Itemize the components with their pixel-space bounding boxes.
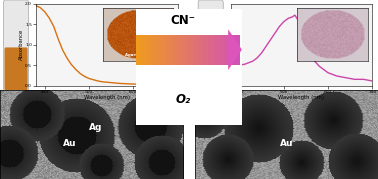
Y-axis label: Absorbance: Absorbance [214,29,218,60]
Text: Au: Au [64,139,77,148]
FancyBboxPatch shape [3,0,29,91]
Text: O₂: O₂ [175,93,190,106]
FancyBboxPatch shape [199,47,222,90]
X-axis label: Wavelength (nm): Wavelength (nm) [84,95,130,100]
Text: Ag: Ag [89,123,102,132]
FancyBboxPatch shape [5,47,28,90]
FancyBboxPatch shape [198,0,223,91]
Y-axis label: Absorbance: Absorbance [19,29,24,60]
Polygon shape [228,29,242,70]
Text: Au: Au [280,139,294,148]
X-axis label: Wavelength (nm): Wavelength (nm) [279,95,324,100]
Text: CN⁻: CN⁻ [170,14,195,27]
